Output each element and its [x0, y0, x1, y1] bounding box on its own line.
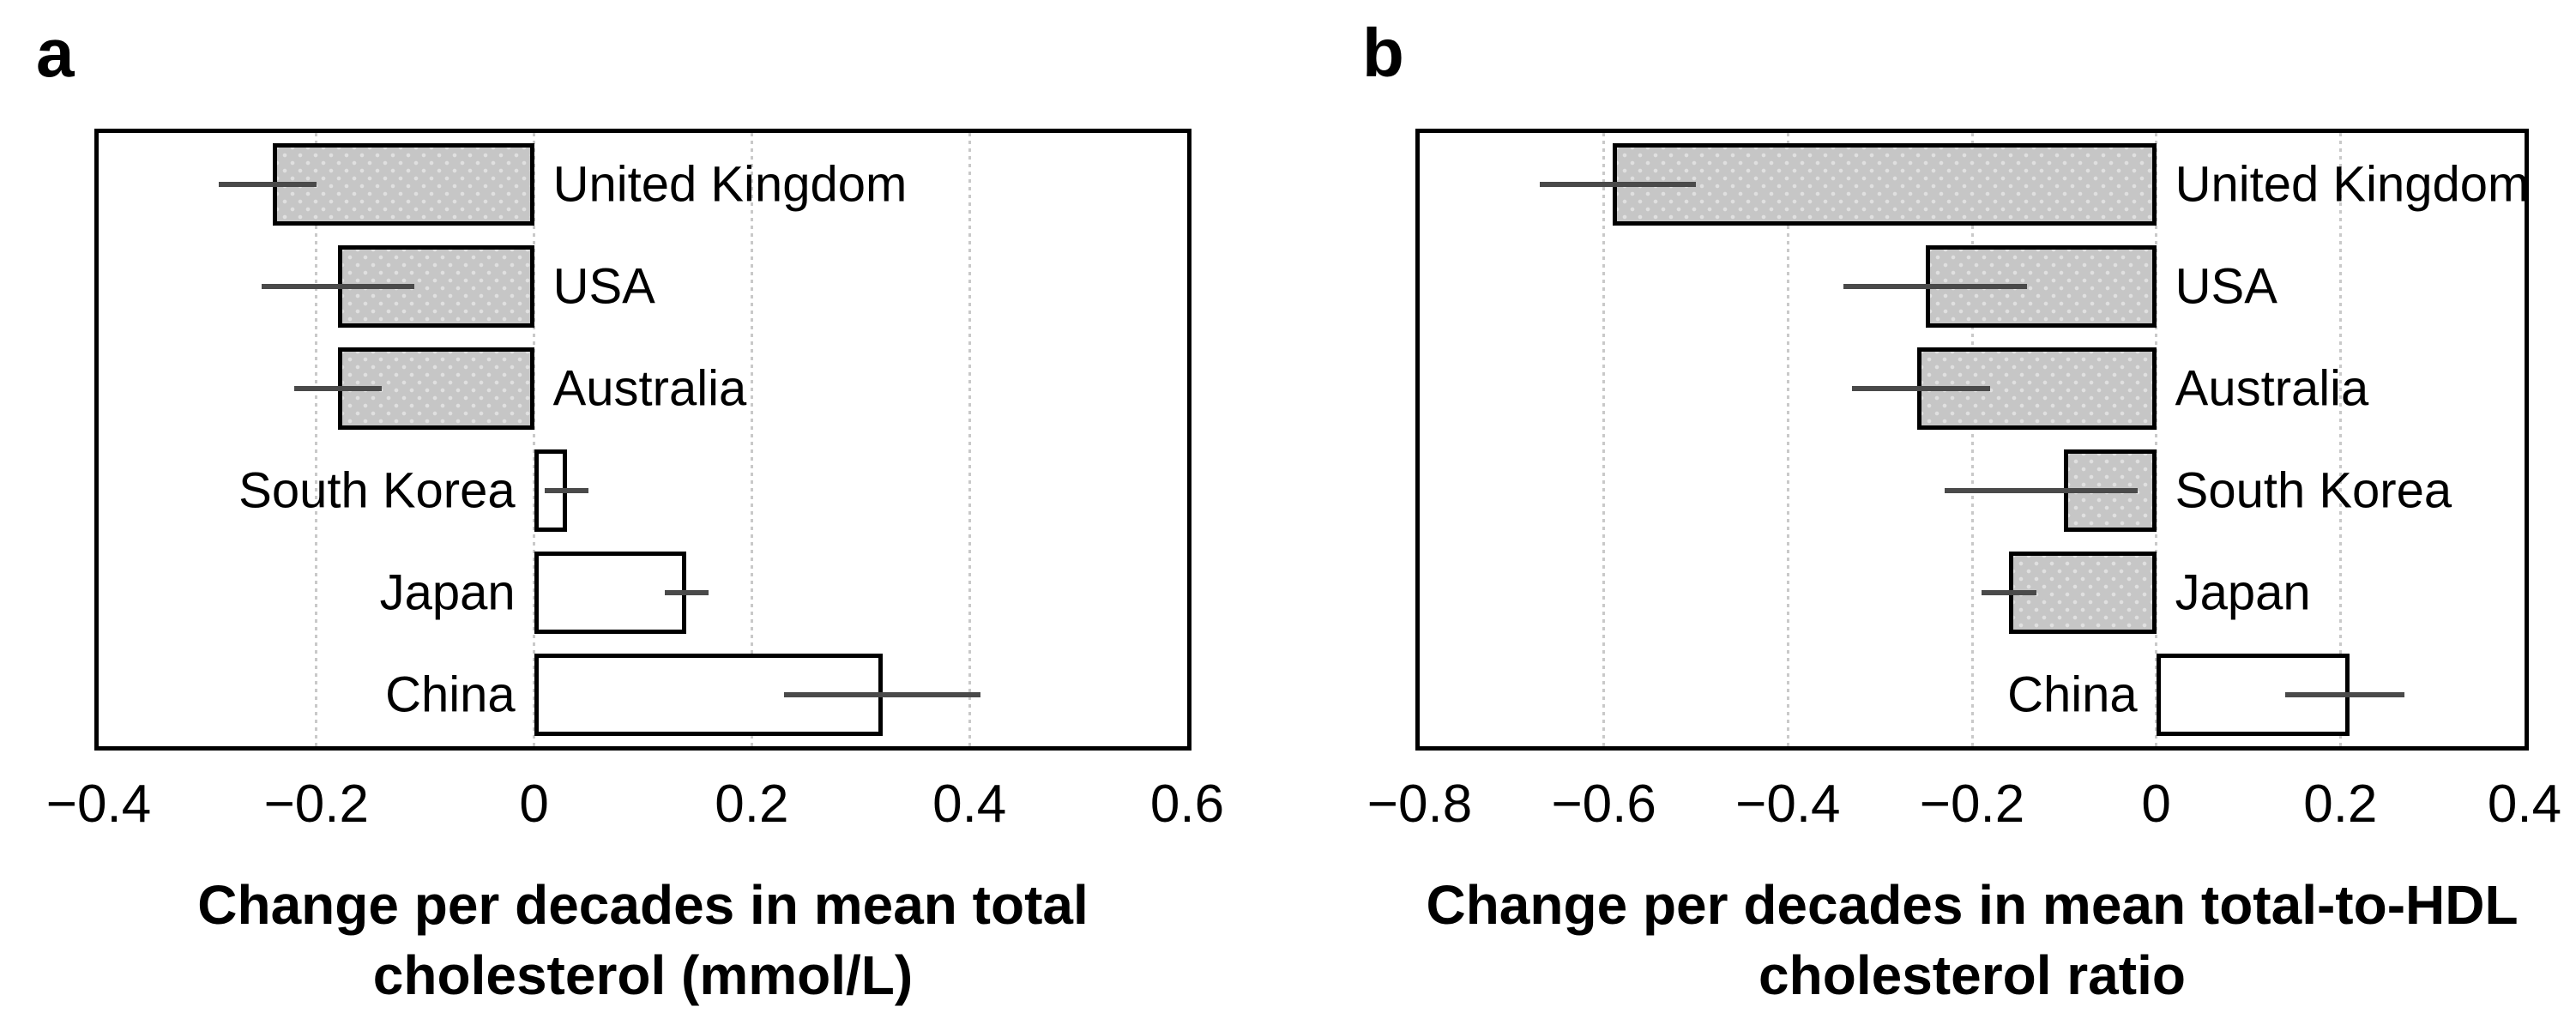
panel-b-gridline-0 — [2155, 133, 2158, 746]
panel-b-category-label-south-korea: South Korea — [2175, 462, 2452, 519]
panel-b-errorbar-united-kingdom — [1539, 181, 1696, 187]
panel-a-gridline--0.2 — [315, 133, 318, 746]
panel-a-xtick-0.4: 0.4 — [932, 775, 1007, 834]
panel-a-errorbar-china — [784, 692, 980, 698]
panel-a-x-axis-title-line1: Change per decades in mean total — [197, 874, 1089, 936]
panel-b-xtick-−0.2: −0.2 — [1919, 775, 2025, 834]
panel-a-category-label-australia: Australia — [552, 360, 747, 417]
panel-b-bar-japan — [2008, 552, 2157, 635]
panel-b-xtick-−0.8: −0.8 — [1366, 775, 1473, 834]
panel-a-gridline-0.2 — [750, 133, 753, 746]
panel-a-bar-usa — [338, 244, 534, 328]
panel-b-category-label-united-kingdom: United Kingdom — [2175, 156, 2530, 213]
panel-b-xtick-0: 0 — [2141, 775, 2171, 834]
panel-b-category-label-usa: USA — [2175, 258, 2277, 315]
panel-a-xtick-0.6: 0.6 — [1149, 775, 1225, 834]
panel-a-category-label-usa: USA — [552, 258, 655, 315]
panel-a-category-label-japan: Japan — [379, 564, 516, 621]
panel-a-errorbar-usa — [262, 283, 414, 289]
panel-b-letter: b — [1362, 15, 1404, 91]
panel-a-category-label-south-korea: South Korea — [238, 462, 516, 519]
panel-b-errorbar-australia — [1852, 385, 1991, 391]
panel-a-letter: a — [36, 15, 75, 91]
panel-a-xtick-0: 0 — [519, 775, 549, 834]
panel-a-category-label-china: China — [385, 666, 516, 723]
panel-b-plot-area: United Kingdom USA Australia South Korea Jap… — [1415, 129, 2529, 751]
panel-b-xtick-−0.4: −0.4 — [1735, 775, 1841, 834]
panel-b-xtick-−0.6: −0.6 — [1551, 775, 1656, 834]
panel-a-errorbar-japan — [664, 590, 709, 596]
panel-b-category-label-australia: Australia — [2175, 360, 2369, 417]
panel-b-x-axis-title: Change per decades in mean total-to-HDL … — [1415, 870, 2529, 1010]
panel-b-gridline--0.4 — [1786, 133, 1789, 746]
panel-a-errorbar-united-kingdom — [218, 181, 317, 187]
panel-b-errorbar-south-korea — [1944, 488, 2139, 494]
panel-a-errorbar-australia — [294, 385, 382, 391]
panel-a-errorbar-south-korea — [545, 488, 589, 494]
panel-a-bar-japan — [534, 552, 687, 635]
panel-b-xtick-0.4: 0.4 — [2487, 775, 2562, 834]
panel-b-gridline-0.2 — [2338, 133, 2342, 746]
panel-b-gridline--0.6 — [1602, 133, 1606, 746]
panel-a-gridline-0.4 — [968, 133, 971, 746]
panel-a-bar-united-kingdom — [273, 142, 534, 226]
panel-b-category-label-china: China — [2007, 666, 2138, 723]
panel-a-xtick-−0.4: −0.4 — [45, 775, 152, 834]
panel-a-xtick-−0.2: −0.2 — [263, 775, 369, 834]
panel-a-x-axis-title-line2: cholesterol (mmol/L) — [372, 944, 914, 1006]
panel-b-errorbar-usa — [1843, 283, 2028, 289]
panel-a-xtick-0.2: 0.2 — [715, 775, 789, 834]
panel-b-x-axis-title-line2: cholesterol ratio — [1759, 944, 2186, 1006]
panel-b-xtick-0.2: 0.2 — [2303, 775, 2378, 834]
panel-a-plot-area: United Kingdom USA Australia South Korea Jap… — [94, 129, 1191, 751]
panel-b-errorbar-japan — [1981, 590, 2037, 596]
panel-a-x-axis-title: Change per decades in mean total cholest… — [94, 870, 1191, 1010]
panel-a-category-label-united-kingdom: United Kingdom — [552, 156, 908, 213]
panel-b-x-axis-title-line1: Change per decades in mean total-to-HDL — [1426, 874, 2519, 936]
panel-b-bar-united-kingdom — [1613, 142, 2157, 226]
panel-b-category-label-japan: Japan — [2175, 564, 2311, 621]
panel-a-gridline-0 — [533, 133, 536, 746]
panel-b-errorbar-china — [2284, 692, 2405, 698]
panel-b-gridline--0.2 — [1970, 133, 1974, 746]
